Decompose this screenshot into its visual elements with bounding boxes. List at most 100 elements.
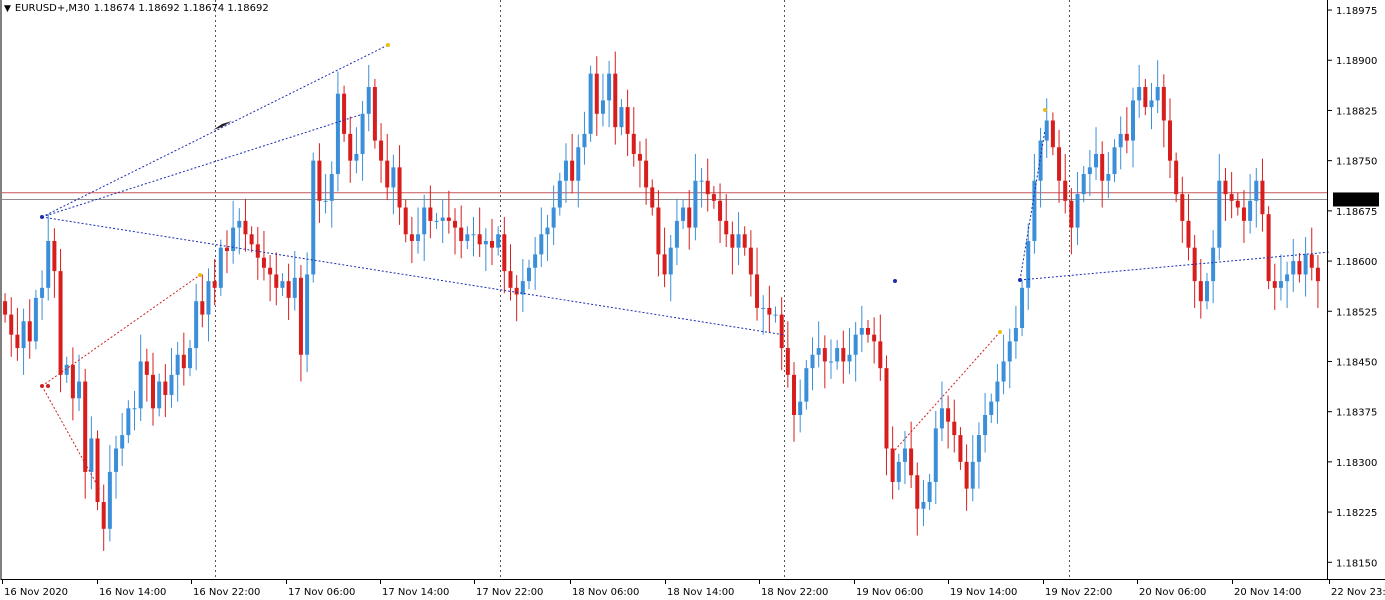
candle-body	[249, 234, 254, 245]
bear-candle	[286, 263, 291, 320]
candle-body	[976, 435, 981, 462]
bull-candle	[989, 393, 994, 424]
candle-body	[261, 257, 266, 268]
bull-candle	[563, 143, 568, 203]
bull-candle	[1303, 236, 1308, 297]
candle-body	[909, 448, 914, 476]
candle-body	[520, 281, 525, 295]
candle-body	[403, 207, 408, 235]
pivot-marker	[46, 384, 50, 388]
bear-candle	[268, 255, 273, 302]
candle-body	[835, 348, 840, 362]
candle-body	[508, 271, 513, 288]
bull-candle	[1020, 279, 1025, 337]
time-tick-label: 20 Nov 14:00	[1234, 587, 1301, 598]
bear-candle	[477, 207, 482, 258]
candle-body	[563, 160, 568, 181]
candle-body	[1297, 261, 1302, 275]
bull-candle	[194, 283, 199, 371]
bull-candle	[576, 134, 581, 208]
bull-candle	[366, 64, 371, 132]
bear-candle	[952, 399, 957, 453]
pivot-marker	[198, 273, 202, 277]
bull-candle	[206, 268, 211, 342]
bear-candle	[570, 133, 575, 194]
price-tick-label: 1.18225	[1336, 508, 1377, 519]
bull-candle	[237, 208, 242, 255]
candle-body	[138, 361, 143, 409]
candle-body	[607, 73, 612, 101]
price-tick-label: 1.18975	[1336, 6, 1377, 17]
candle-body	[348, 133, 353, 161]
bear-candle	[3, 293, 8, 323]
bull-candle	[21, 308, 26, 375]
candle-body	[1155, 87, 1160, 101]
candle-body	[1106, 174, 1111, 181]
candle-body	[446, 217, 451, 221]
candle-body	[1081, 174, 1086, 195]
trendline	[1019, 129, 1046, 281]
bear-candle	[644, 138, 649, 205]
bull-candle	[280, 273, 285, 296]
bull-candle	[921, 479, 926, 527]
candle-body	[120, 435, 125, 449]
bull-candle	[218, 239, 223, 296]
bull-candle	[114, 435, 119, 499]
candle-body	[687, 207, 692, 228]
bull-candle	[1094, 127, 1099, 181]
candle-body	[656, 207, 661, 255]
bear-candle	[224, 230, 229, 274]
price-tick-label: 1.18375	[1336, 408, 1377, 419]
candle-body	[748, 247, 753, 275]
candle-body	[317, 160, 322, 201]
bear-candle	[502, 216, 507, 294]
bear-candle	[397, 145, 402, 225]
candle-body	[533, 254, 538, 268]
bull-candle	[1007, 328, 1012, 389]
candle-body	[422, 207, 427, 235]
candle-body	[983, 415, 988, 436]
candle-body	[1118, 133, 1123, 148]
bull-candle	[120, 412, 125, 466]
bear-candle	[459, 205, 464, 259]
bull-candle	[995, 364, 1000, 424]
bear-candle	[95, 430, 100, 511]
bear-candle	[298, 265, 303, 382]
bull-candle	[434, 212, 439, 229]
symbol-label: EURUSD+,M30	[14, 3, 90, 14]
bull-candle	[816, 321, 821, 368]
price-axis[interactable]: 1.189751.189001.188251.187501.186751.186…	[1327, 6, 1377, 569]
current-price-tag: 1.18692	[1333, 192, 1379, 207]
bull-candle	[607, 60, 612, 128]
time-tick-label: 20 Nov 06:00	[1139, 587, 1206, 598]
candle-body	[1285, 274, 1290, 282]
price-tick-label: 1.18300	[1336, 458, 1377, 469]
bear-candle	[446, 190, 451, 234]
bear-candle	[212, 259, 217, 306]
candle-body	[902, 448, 907, 462]
candle-body	[70, 364, 75, 399]
candle-body	[1217, 180, 1222, 248]
bull-candle	[64, 356, 69, 383]
bear-candle	[767, 285, 772, 333]
candle-body	[1131, 100, 1136, 141]
bear-candle	[508, 244, 513, 301]
bear-candle	[724, 194, 729, 247]
candle-body	[613, 73, 618, 128]
bear-candle	[865, 319, 870, 343]
bear-candle	[625, 89, 630, 156]
bull-candle	[360, 101, 365, 181]
candle-body	[952, 421, 957, 436]
candle-body	[1204, 281, 1209, 302]
candle-body	[465, 234, 470, 241]
drawing-objects[interactable]	[40, 43, 1331, 491]
candle-body	[989, 401, 994, 416]
time-axis[interactable]: 16 Nov 2020 16 Nov 14:00 16 Nov 22:00 17 No…	[2, 579, 1385, 598]
bull-candle	[1137, 64, 1142, 118]
candle-body	[773, 314, 778, 316]
candle-body	[163, 381, 168, 395]
chart-menu-icon[interactable]: ▼	[4, 3, 11, 14]
candle-body	[1044, 120, 1049, 141]
